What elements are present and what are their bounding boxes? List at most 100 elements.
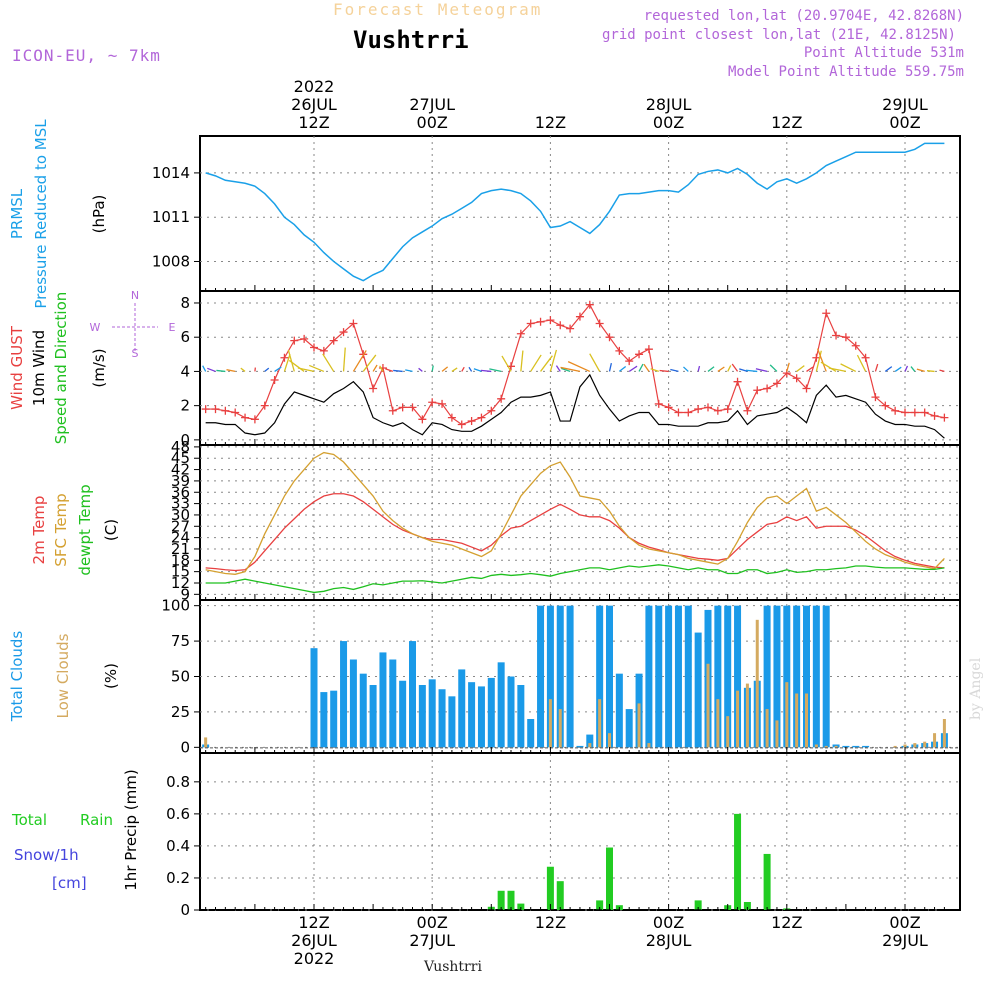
- total-cloud-bar: [379, 652, 387, 748]
- wind-direction-arrow: [520, 350, 524, 372]
- label-celsius: (C): [102, 519, 120, 541]
- wind-gust-marker: [250, 415, 259, 424]
- label-2m-temp: 2m Temp: [30, 496, 48, 565]
- wind-direction-arrow: [926, 370, 935, 373]
- rain-bar: [546, 866, 554, 910]
- wind-direction-arrow: [567, 361, 591, 373]
- wind-direction-arrow: [904, 365, 909, 372]
- ytick-label: 75: [171, 632, 190, 650]
- top-time-label: 2022: [294, 77, 335, 96]
- label-speed-direction: Speed and Direction: [52, 292, 70, 445]
- total-cloud-bar: [566, 605, 574, 748]
- low-cloud-bar: [913, 743, 917, 748]
- total-cloud-bar: [556, 605, 564, 748]
- label-snow: Snow/1h: [14, 846, 79, 864]
- wind-direction-arrow: [480, 369, 492, 373]
- total-cloud-bar: [418, 685, 426, 748]
- total-cloud-bar: [468, 682, 476, 748]
- label-prmsl: PRMSL: [8, 188, 26, 239]
- total-cloud-bar: [389, 659, 397, 748]
- wind-direction-arrow: [608, 362, 613, 372]
- total-cloud-bar: [665, 605, 673, 748]
- total-cloud-bar: [803, 605, 810, 748]
- wind-gust-marker: [792, 374, 801, 383]
- ytick-label: 0.4: [166, 837, 190, 855]
- ytick-label: 1008: [152, 252, 190, 270]
- wind-direction-arrow: [352, 350, 367, 372]
- wind-gust-marker: [694, 405, 703, 414]
- low-cloud-bar: [795, 693, 799, 748]
- wind-gust-marker: [211, 405, 220, 414]
- top-time-label: 00Z: [417, 113, 448, 132]
- wind-gust-marker: [763, 384, 772, 393]
- wind-direction-arrow: [431, 365, 434, 372]
- wind-direction-arrow: [441, 366, 449, 372]
- wind-gust-marker: [881, 401, 890, 410]
- low-cloud-bar: [933, 733, 937, 748]
- wind-gust-marker: [940, 413, 949, 422]
- wind-direction-arrow: [489, 368, 502, 373]
- ytick-label: 15: [171, 563, 190, 581]
- top-time-label: 12Z: [771, 113, 802, 132]
- label-hpa: (hPa): [90, 195, 108, 234]
- total-cloud-bar: [487, 677, 495, 748]
- wind-gust-marker: [398, 403, 407, 412]
- wind-direction-arrow: [650, 368, 659, 373]
- total-cloud-bar: [349, 659, 357, 748]
- label-pressure-msl: Pressure Reduced to MSL: [32, 119, 50, 309]
- ytick-label: 30: [171, 506, 190, 524]
- total-cloud-bar: [497, 662, 505, 748]
- temp-sfc-line: [205, 451, 945, 575]
- ytick-label: 48: [171, 438, 190, 456]
- ytick-label: 45: [171, 449, 190, 467]
- wind-direction-arrow: [786, 362, 790, 372]
- wind-gust-marker: [418, 415, 427, 424]
- bottom-time-label: 26JUL: [291, 931, 337, 950]
- total-cloud-bar: [645, 605, 653, 748]
- wind-direction-arrow: [739, 368, 748, 373]
- rain-bar: [694, 900, 702, 910]
- total-cloud-bar: [674, 605, 682, 748]
- ytick-label: 1014: [152, 164, 190, 182]
- requested-coords: requested lon,lat (20.9704E, 42.8268N): [643, 8, 964, 24]
- bottom-time-label: 00Z: [653, 913, 684, 932]
- total-cloud-bar: [763, 605, 771, 748]
- rain-bar: [507, 890, 515, 910]
- ytick-label: 25: [171, 703, 190, 721]
- wind-direction-arrow: [216, 369, 226, 373]
- wind-direction-arrow: [840, 363, 857, 373]
- wind-gust-marker: [556, 321, 565, 330]
- top-time-label: 00Z: [653, 113, 684, 132]
- total-cloud-bar: [615, 673, 623, 748]
- wind-direction-arrow: [769, 364, 778, 372]
- total-cloud-bar: [330, 690, 338, 748]
- low-cloud-bar: [204, 737, 208, 748]
- wind-gust-marker: [546, 316, 555, 325]
- wind-direction-arrow: [461, 366, 465, 372]
- wind-direction-arrow: [707, 366, 715, 372]
- label-percent: (%): [102, 663, 120, 689]
- label-low-clouds: Low Clouds: [54, 633, 72, 718]
- model-label: ICON-EU, ~ 7km: [12, 46, 161, 65]
- ytick-label: 0.6: [166, 805, 190, 823]
- wind-gust-marker: [369, 384, 378, 393]
- wind-gust-marker: [310, 343, 318, 352]
- wind-direction-arrow: [916, 368, 925, 373]
- top-time-label: 00Z: [889, 113, 920, 132]
- total-cloud-bar: [546, 605, 554, 748]
- wind-gust-marker: [447, 413, 456, 422]
- wind-direction-arrow: [561, 367, 571, 373]
- wind-gust-marker: [595, 319, 604, 328]
- label-rain: Rain: [80, 811, 113, 829]
- wind-direction-arrow: [405, 369, 413, 373]
- wind-gust-marker: [723, 405, 732, 414]
- compass-rose-icon: [112, 303, 158, 352]
- wind-direction-arrow: [555, 365, 561, 372]
- bottom-time-label: 12Z: [298, 913, 329, 932]
- gridpoint-coords: grid point closest lon,lat (21E, 42.8125…: [601, 27, 956, 43]
- total-cloud-bar: [507, 676, 515, 748]
- wind-gust-marker: [536, 317, 545, 326]
- wind-gust-marker: [487, 406, 496, 415]
- total-cloud-bar: [793, 605, 801, 748]
- label-sfc-temp: SFC Temp: [52, 493, 70, 566]
